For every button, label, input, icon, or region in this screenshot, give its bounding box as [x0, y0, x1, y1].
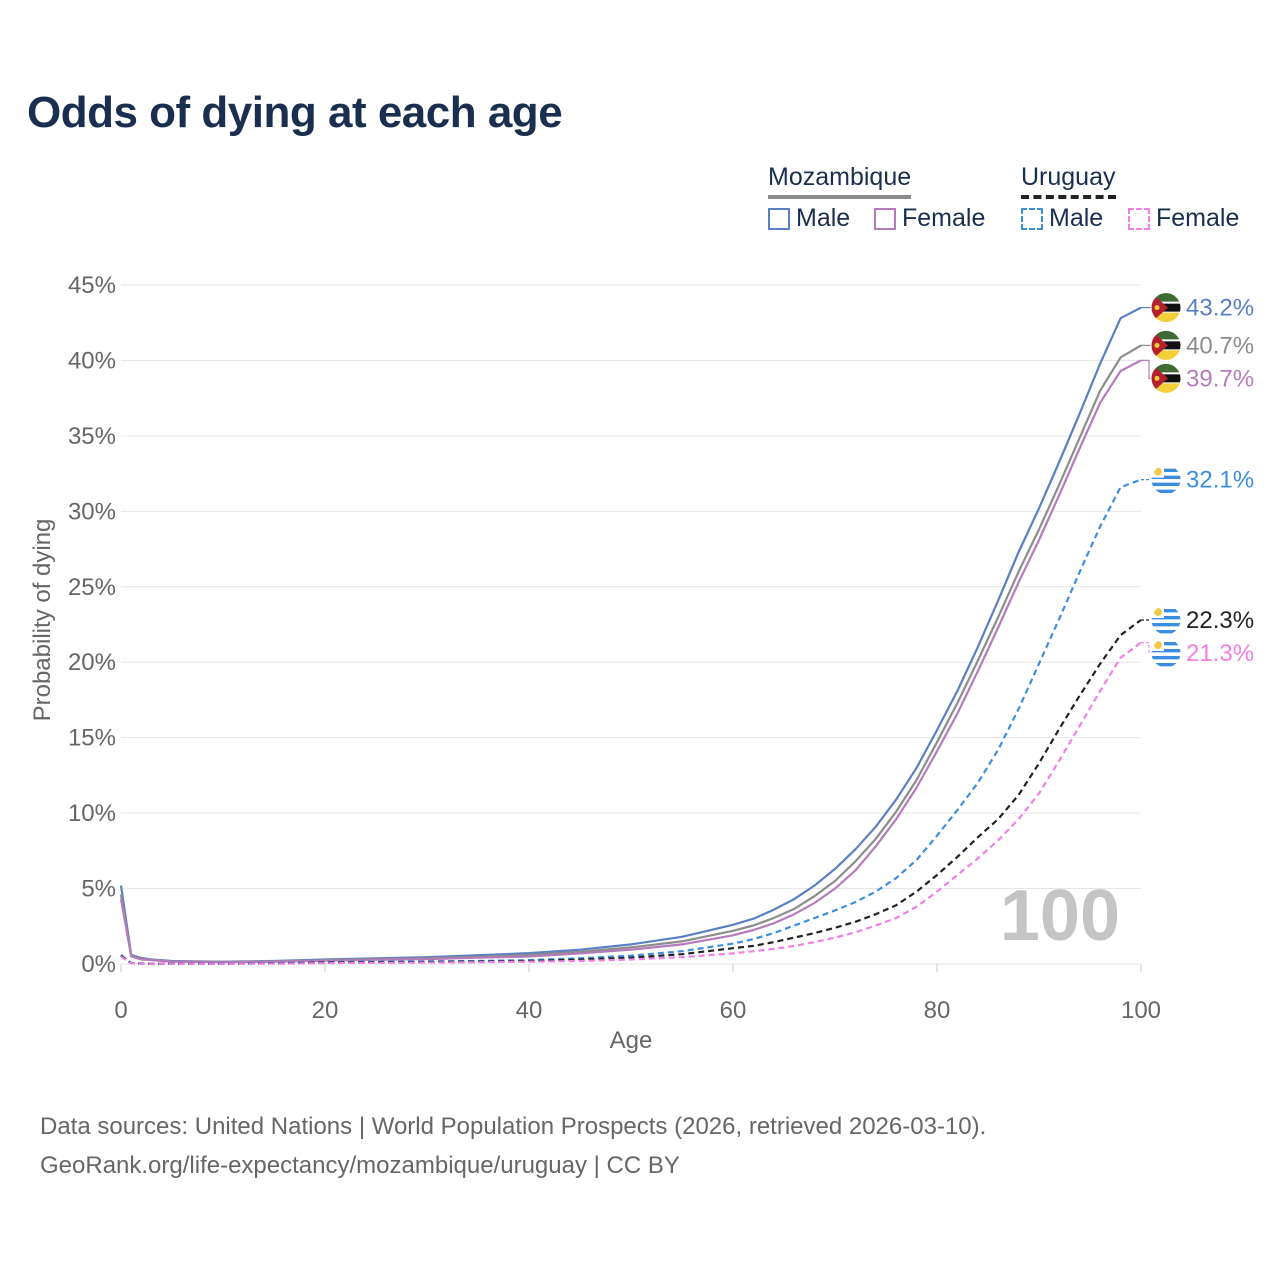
x-tick-label: 40: [516, 997, 543, 1024]
legend-item-mozambique-female[interactable]: Female: [874, 204, 985, 233]
y-axis-label: Probability of dying: [29, 519, 56, 722]
legend-item-uruguay-male[interactable]: Male: [1021, 204, 1103, 233]
y-tick-label: 45%: [68, 272, 116, 299]
y-tick-label: 40%: [68, 347, 116, 374]
x-tick-label: 20: [312, 997, 339, 1024]
legend-swatch: [1021, 207, 1043, 230]
source-line-1: Data sources: United Nations | World Pop…: [40, 1113, 987, 1140]
x-tick-label: 60: [720, 997, 747, 1024]
y-tick-label: 30%: [68, 498, 116, 525]
y-tick-label: 20%: [68, 649, 116, 676]
mozambique-flag-icon: [1150, 362, 1182, 394]
series-line-mozambique-female: [119, 359, 1142, 964]
y-tick-label: 0%: [81, 951, 116, 978]
mozambique-flag-icon: [1150, 292, 1182, 324]
end-value-label: 39.7%: [1186, 365, 1254, 392]
uruguay-flag-icon: [1150, 464, 1182, 496]
x-tick-label: 100: [1121, 997, 1161, 1024]
x-axis-label: Age: [610, 1027, 653, 1054]
legend-item-uruguay-female[interactable]: Female: [1128, 204, 1239, 233]
uruguay-flag-icon: [1150, 604, 1182, 636]
chart-title: Odds of dying at each age: [27, 88, 563, 137]
legend-swatch: [874, 207, 896, 230]
series-line-uruguay-female: [120, 641, 1142, 965]
series-line-mozambique-total: [119, 344, 1142, 964]
grid: [121, 284, 1141, 965]
y-tick-label: 35%: [68, 423, 116, 450]
source-line-2: GeoRank.org/life-expectancy/mozambique/u…: [40, 1152, 680, 1179]
x-tick-label: 0: [114, 997, 127, 1024]
end-value-label: 21.3%: [1186, 640, 1254, 667]
end-value-label: 32.1%: [1186, 467, 1254, 494]
legend-country-uruguay: Uruguay: [1021, 163, 1116, 199]
mozambique-flag-icon: [1150, 329, 1182, 361]
legend-swatch: [768, 207, 790, 230]
year-watermark: 100: [1000, 876, 1120, 956]
legend-item-mozambique-male[interactable]: Male: [768, 204, 850, 233]
x-tick-label: 80: [924, 997, 951, 1024]
legend-country-mozambique: Mozambique: [768, 163, 912, 199]
series-line-uruguay-male: [120, 478, 1142, 965]
y-tick-label: 25%: [68, 574, 116, 601]
end-value-label: 22.3%: [1186, 607, 1254, 634]
axes: 0% 5% 10% 15% 20% 25% 30% 35% 40% 45% 0 20 40 60 80 100: [68, 272, 1161, 1024]
legend-label: Male: [796, 204, 851, 232]
series-line-uruguay-total: [120, 619, 1142, 965]
legend-swatch: [1128, 207, 1150, 230]
legend-label: Female: [1156, 204, 1240, 232]
end-value-label: 40.7%: [1186, 332, 1254, 359]
source-note: Data sources: United Nations | World Pop…: [40, 1107, 986, 1185]
legend-label: Female: [902, 204, 986, 232]
end-labels: 43.2% 40.7% 39.7% 32.1% 22.3% 21.3%: [1141, 292, 1254, 669]
y-tick-label: 10%: [68, 800, 116, 827]
end-value-label: 43.2%: [1186, 295, 1254, 322]
y-tick-label: 15%: [68, 725, 116, 752]
series-line-mozambique-male: [119, 306, 1142, 963]
series-lines: [119, 306, 1142, 965]
uruguay-flag-icon: [1150, 637, 1182, 669]
y-tick-label: 5%: [81, 876, 116, 903]
legend-label: Male: [1049, 204, 1104, 232]
line-chart: 0% 5% 10% 15% 20% 25% 30% 35% 40% 45% 0 20 40 60 80 100…: [29, 272, 1254, 1054]
